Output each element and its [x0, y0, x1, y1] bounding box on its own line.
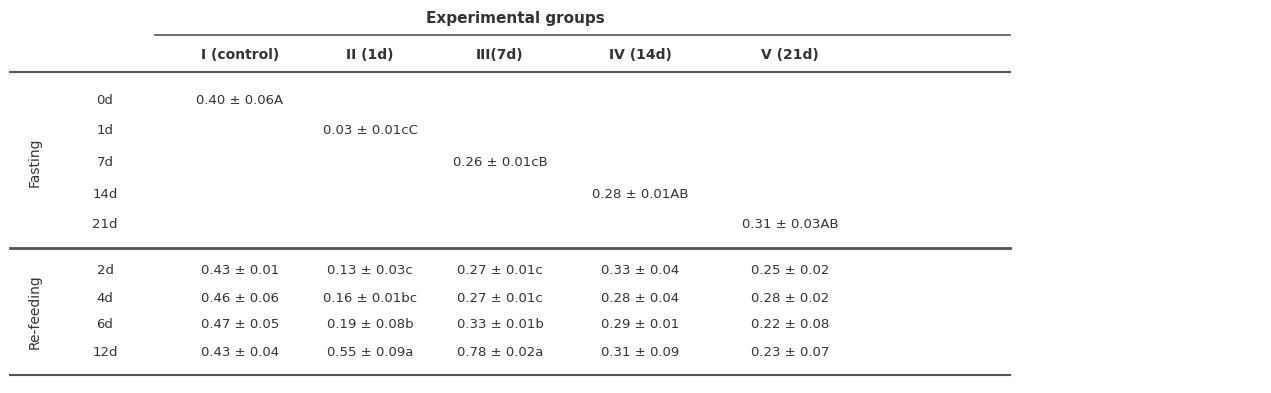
Text: 0.25 ± 0.02: 0.25 ± 0.02 — [751, 263, 829, 277]
Text: 0.43 ± 0.01: 0.43 ± 0.01 — [201, 263, 280, 277]
Text: 0.16 ± 0.01bc: 0.16 ± 0.01bc — [323, 292, 417, 305]
Text: 0.03 ± 0.01cC: 0.03 ± 0.01cC — [323, 125, 417, 138]
Text: 0.19 ± 0.08b: 0.19 ± 0.08b — [327, 318, 413, 332]
Text: Fasting: Fasting — [28, 138, 42, 187]
Text: II (1d): II (1d) — [346, 48, 394, 62]
Text: 0.55 ± 0.09a: 0.55 ± 0.09a — [327, 347, 413, 360]
Text: 0.43 ± 0.04: 0.43 ± 0.04 — [201, 347, 280, 360]
Text: 0.27 ± 0.01c: 0.27 ± 0.01c — [458, 292, 543, 305]
Text: 0.31 ± 0.03AB: 0.31 ± 0.03AB — [742, 219, 839, 231]
Text: 0.13 ± 0.03c: 0.13 ± 0.03c — [327, 263, 413, 277]
Text: 1d: 1d — [97, 125, 113, 138]
Text: 0.23 ± 0.07: 0.23 ± 0.07 — [751, 347, 829, 360]
Text: IV (14d): IV (14d) — [609, 48, 671, 62]
Text: 0.31 ± 0.09: 0.31 ± 0.09 — [601, 347, 679, 360]
Text: 0.28 ± 0.01AB: 0.28 ± 0.01AB — [592, 187, 689, 200]
Text: 0.28 ± 0.02: 0.28 ± 0.02 — [751, 292, 829, 305]
Text: III(7d): III(7d) — [477, 48, 524, 62]
Text: 0d: 0d — [97, 94, 113, 107]
Text: 0.28 ± 0.04: 0.28 ± 0.04 — [601, 292, 679, 305]
Text: 4d: 4d — [97, 292, 113, 305]
Text: Experimental groups: Experimental groups — [426, 11, 605, 26]
Text: 0.46 ± 0.06: 0.46 ± 0.06 — [201, 292, 280, 305]
Text: Re-feeding: Re-feeding — [28, 274, 42, 349]
Text: 0.40 ± 0.06A: 0.40 ± 0.06A — [197, 94, 283, 107]
Text: 0.22 ± 0.08: 0.22 ± 0.08 — [751, 318, 829, 332]
Text: 0.29 ± 0.01: 0.29 ± 0.01 — [601, 318, 679, 332]
Text: 0.26 ± 0.01cB: 0.26 ± 0.01cB — [452, 156, 548, 169]
Text: 6d: 6d — [97, 318, 113, 332]
Text: 0.33 ± 0.01b: 0.33 ± 0.01b — [456, 318, 544, 332]
Text: 21d: 21d — [93, 219, 118, 231]
Text: 0.47 ± 0.05: 0.47 ± 0.05 — [201, 318, 280, 332]
Text: V (21d): V (21d) — [761, 48, 819, 62]
Text: 0.33 ± 0.04: 0.33 ± 0.04 — [601, 263, 679, 277]
Text: 0.27 ± 0.01c: 0.27 ± 0.01c — [458, 263, 543, 277]
Text: 14d: 14d — [93, 187, 118, 200]
Text: 0.78 ± 0.02a: 0.78 ± 0.02a — [456, 347, 543, 360]
Text: 7d: 7d — [97, 156, 113, 169]
Text: I (control): I (control) — [201, 48, 280, 62]
Text: 2d: 2d — [97, 263, 113, 277]
Text: 12d: 12d — [93, 347, 118, 360]
